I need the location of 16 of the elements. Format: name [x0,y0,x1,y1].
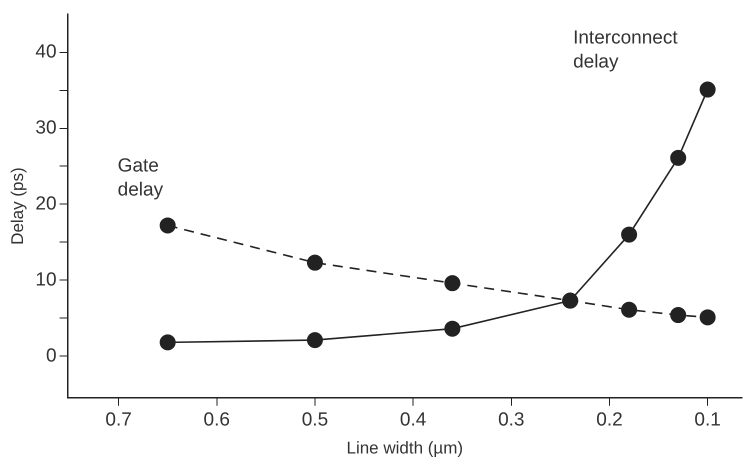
y-tick-label: 10 [35,269,57,290]
x-tick-label: 0.1 [694,409,721,430]
x-tick-label: 0.2 [596,409,623,430]
y-tick-label: 0 [46,345,57,366]
y-tick-label: 40 [35,42,57,63]
x-tick-label: 0.5 [302,409,328,430]
x-axis-title: Line width (µm) [346,438,464,458]
y-tick-label: 20 [35,193,57,214]
x-tick-label: 0.3 [498,409,524,430]
x-tick-label: 0.4 [400,409,427,430]
series-label: Interconnect delay [573,28,678,73]
x-tick-label: 0.7 [105,409,132,430]
series-label: Gate delay [118,155,164,200]
x-tick-label: 0.6 [204,409,230,430]
y-axis-title: Delay (ps) [8,167,27,245]
y-tick-label: 30 [35,118,57,139]
